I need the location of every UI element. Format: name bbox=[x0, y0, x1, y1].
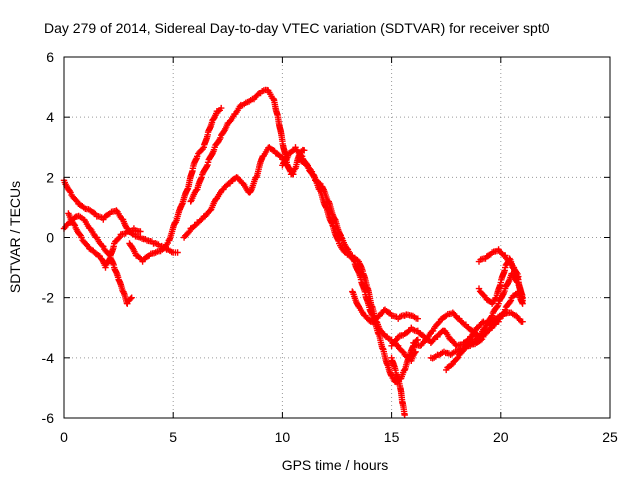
y-tick-labels: -6 -4 -2 0 2 4 6 bbox=[42, 49, 55, 426]
y-tick-label: -6 bbox=[42, 410, 55, 426]
data-point-interp bbox=[453, 355, 461, 362]
x-axis-label: GPS time / hours bbox=[282, 457, 389, 473]
data-point-interp bbox=[66, 187, 73, 195]
series-track-10 bbox=[388, 354, 408, 419]
series-track-4 bbox=[126, 104, 225, 265]
y-tick-label: -2 bbox=[42, 290, 55, 306]
data-point-interp bbox=[493, 303, 501, 311]
data-point-interp bbox=[448, 361, 455, 369]
series-track-9 bbox=[349, 288, 421, 325]
x-tick-label: 10 bbox=[275, 429, 291, 445]
data-point-interp bbox=[72, 197, 80, 204]
data-point-interp bbox=[185, 229, 192, 236]
data-point bbox=[412, 348, 419, 355]
x-tick-label: 15 bbox=[384, 429, 400, 445]
data-point-interp bbox=[513, 269, 520, 276]
series-track-16 bbox=[427, 333, 487, 362]
data-point-interp bbox=[385, 335, 392, 342]
data-point-interp bbox=[70, 221, 78, 228]
data-point bbox=[519, 297, 526, 304]
data-point bbox=[174, 249, 181, 256]
data-point-interp bbox=[276, 152, 283, 159]
y-tick-label: 0 bbox=[46, 230, 54, 246]
data-point-interp bbox=[95, 252, 102, 259]
series-track-15 bbox=[475, 246, 522, 280]
y-tick-label: 6 bbox=[46, 49, 54, 65]
data-point-interp bbox=[105, 256, 113, 264]
x-tick-label: 25 bbox=[602, 429, 618, 445]
data-point-interp bbox=[500, 309, 507, 317]
y-tick-label: 2 bbox=[46, 169, 54, 185]
data-point-interp bbox=[488, 313, 495, 321]
y-tick-label: 4 bbox=[46, 109, 54, 125]
data-point bbox=[401, 411, 408, 419]
data-point bbox=[515, 273, 522, 280]
y-tick-label: -4 bbox=[42, 350, 55, 366]
data-point-interp bbox=[115, 235, 122, 242]
data-point-interp bbox=[405, 328, 412, 335]
data-point bbox=[128, 294, 135, 301]
x-tick-label: 5 bbox=[169, 429, 177, 445]
data-point-interp bbox=[477, 337, 484, 344]
data-point-interp bbox=[99, 257, 106, 264]
data-points bbox=[60, 86, 526, 419]
data-point-interp bbox=[507, 260, 514, 267]
x-tick-labels: 0 5 10 15 20 25 bbox=[60, 429, 618, 445]
data-point-interp bbox=[435, 319, 442, 326]
data-point bbox=[414, 336, 421, 343]
x-tick-label: 0 bbox=[60, 429, 68, 445]
data-point-interp bbox=[127, 295, 134, 302]
data-point bbox=[137, 228, 144, 235]
data-point-interp bbox=[191, 222, 198, 230]
data-point-interp bbox=[90, 209, 98, 217]
data-point-interp bbox=[297, 152, 305, 159]
data-point bbox=[113, 207, 120, 214]
y-axis-label: SDTVAR / TECUs bbox=[7, 181, 23, 293]
data-point bbox=[414, 315, 421, 322]
data-point-interp bbox=[399, 348, 406, 355]
series-track-3 bbox=[65, 210, 144, 271]
data-point-interp bbox=[506, 298, 514, 305]
data-point-interp bbox=[392, 337, 400, 344]
series-track-12 bbox=[410, 270, 526, 349]
axis-ticks bbox=[63, 56, 611, 419]
data-point bbox=[218, 104, 225, 112]
data-point bbox=[519, 318, 526, 325]
x-tick-label: 20 bbox=[493, 429, 509, 445]
chart-title: Day 279 of 2014, Sidereal Day-to-day VTE… bbox=[44, 20, 550, 36]
data-point bbox=[480, 333, 487, 340]
data-point bbox=[301, 147, 308, 154]
